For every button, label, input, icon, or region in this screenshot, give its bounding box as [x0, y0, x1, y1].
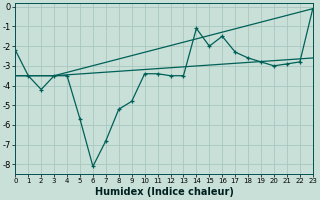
X-axis label: Humidex (Indice chaleur): Humidex (Indice chaleur): [95, 187, 234, 197]
